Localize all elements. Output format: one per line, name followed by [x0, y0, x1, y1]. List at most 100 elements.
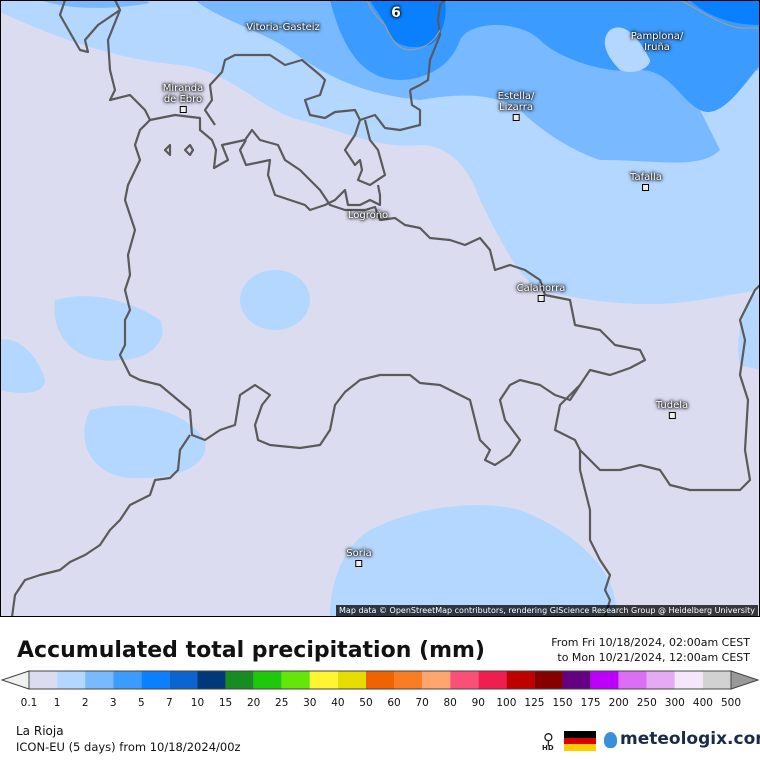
legend-tick-label: 400 [692, 697, 713, 709]
legend-swatch [618, 671, 647, 689]
legend-tick-label: 40 [331, 697, 345, 709]
legend-swatch [562, 671, 591, 689]
model-run: ICON-EU (5 days) from 10/18/2024/00z [16, 740, 241, 754]
legend-swatch [281, 671, 310, 689]
color-legend [0, 670, 760, 690]
time-to: to Mon 10/21/2024, 12:00am CEST [557, 651, 750, 664]
city-name: Tudela [655, 400, 689, 411]
chart-title: Accumulated total precipitation (mm) [17, 638, 485, 663]
city-marker-icon [642, 184, 650, 191]
legend-swatch [85, 671, 114, 689]
legend-tick-label: 500 [720, 697, 742, 709]
map-attribution[interactable]: Map data © OpenStreetMap contributors, r… [336, 605, 758, 616]
legend-tick-label: 25 [275, 697, 289, 709]
legend-swatch [365, 671, 395, 689]
legend-tick-label: 125 [524, 697, 545, 709]
precip-5mm-areas [370, 0, 760, 47]
contour-line [366, 0, 441, 51]
hd-zoom-icon[interactable]: ⚲ HD [542, 730, 554, 752]
germany-flag-icon[interactable] [564, 731, 596, 751]
city-label: Pamplona/Iruña [631, 31, 684, 53]
legend-swatch [197, 671, 226, 689]
city-name: Soria [346, 548, 372, 559]
legend-tick-label: 200 [608, 697, 629, 709]
region-borders [10, 0, 760, 617]
city-label: Vitoria-Gasteiz [246, 22, 320, 33]
city-name: de Ebro [163, 94, 203, 105]
region-name: La Rioja [16, 724, 64, 738]
contour-label: 6 [391, 5, 401, 21]
legend-tick-label: 150 [552, 697, 573, 709]
legend-swatch [450, 671, 479, 689]
legend-tick-label: 60 [387, 697, 401, 709]
legend-swatch [225, 671, 254, 689]
legend-tick-label: 90 [471, 697, 485, 709]
city-name: Iruña [644, 42, 670, 53]
city-label: Tafalla [630, 172, 662, 191]
legend-swatch [309, 671, 338, 689]
city-marker-icon [179, 106, 187, 113]
legend-tick-label: 175 [580, 697, 601, 709]
meteologix-logo-icon [604, 732, 617, 748]
city-name: Logroño [347, 210, 389, 221]
city-name: Calahorra [516, 283, 566, 294]
city-name: Lizarra [499, 102, 533, 113]
legend-swatch [674, 671, 703, 689]
legend-swatch [534, 671, 563, 689]
city-name: Tafalla [630, 172, 662, 183]
legend-tick-label: 0.1 [20, 697, 38, 709]
brand-logo[interactable]: meteologix.com [620, 729, 760, 749]
legend-swatch [29, 671, 58, 689]
legend-over-arrow [730, 670, 760, 690]
legend-swatch [337, 671, 366, 689]
city-name: Pamplona/ [630, 31, 684, 42]
legend-ticks: 0.1 1 2 3 5 7 10 15 20 25 30 40 50 60 70 80 90 100 125 150 1… [0, 697, 760, 711]
city-label: Logroño [348, 210, 388, 221]
city-marker-icon [355, 560, 363, 567]
time-from: From Fri 10/18/2024, 02:00am CEST [551, 636, 750, 649]
precipitation-map[interactable] [0, 0, 760, 617]
city-label: Miranda de Ebro [163, 83, 203, 113]
city-label: Estella/Lizarra [497, 91, 535, 121]
legend-tick-label: 250 [636, 697, 657, 709]
city-marker-icon [537, 295, 545, 302]
legend-swatch [478, 671, 507, 689]
legend-tick-label: 80 [443, 697, 457, 709]
city-name: Estella/ [497, 91, 535, 102]
legend-swatch [702, 671, 731, 689]
legend-tick-label: 1 [53, 697, 61, 709]
legend-tick-label: 2 [81, 697, 89, 709]
legend-swatch [422, 671, 451, 689]
city-name: Miranda [162, 83, 204, 94]
legend-swatch [169, 671, 198, 689]
legend-tick-label: 50 [359, 697, 373, 709]
legend-tick-label: 7 [166, 697, 173, 709]
legend-tick-label: 5 [137, 697, 145, 709]
legend-swatch [646, 671, 675, 689]
legend-under-arrow [0, 670, 30, 690]
city-marker-icon [512, 114, 520, 121]
legend-tick-label: 10 [190, 697, 205, 709]
legend-tick-label: 30 [303, 697, 317, 709]
hd-label: HD [542, 744, 554, 752]
city-label: Tudela [656, 400, 688, 419]
legend-tick-label: 70 [415, 697, 429, 709]
legend-swatch [253, 671, 282, 689]
time-range: From Fri 10/18/2024, 02:00am CEST to Mon… [551, 635, 750, 665]
city-name: Vitoria-Gasteiz [246, 22, 320, 33]
city-marker-icon [668, 412, 676, 419]
legend-swatch [113, 671, 142, 689]
legend-tick-label: 3 [109, 697, 117, 709]
legend-tick-label: 20 [246, 697, 261, 709]
city-label: Soria [346, 548, 372, 567]
legend-tick-label: 100 [496, 697, 517, 709]
legend-tick-label: 15 [218, 697, 233, 709]
legend-swatch [394, 671, 423, 689]
legend-swatch [141, 671, 170, 689]
city-label: Calahorra [516, 283, 566, 302]
legend-swatch [57, 671, 86, 689]
legend-tick-label: 300 [664, 697, 685, 709]
contour-line [679, 0, 760, 29]
legend-swatch [590, 671, 619, 689]
